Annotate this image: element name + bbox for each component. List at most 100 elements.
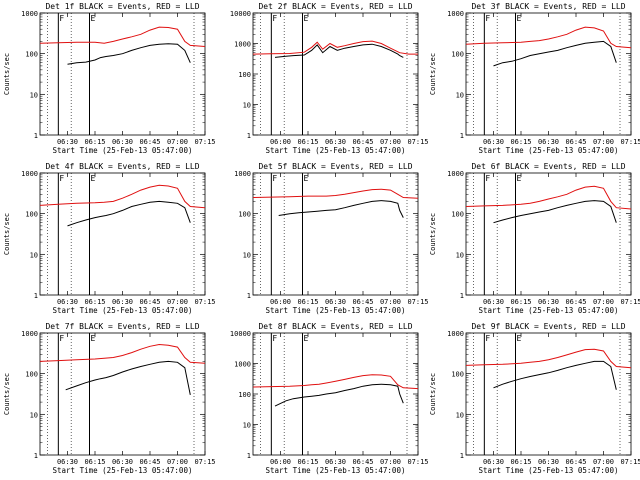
chart-svg-3: Det 3f BLACK = Events, RED = LLD F E 1 10 100… — [429, 2, 640, 155]
series-line-lld — [39, 343, 206, 364]
x-tick-label: 07:15 — [620, 138, 640, 146]
x-tick-label: 06:45 — [352, 458, 373, 466]
y-tick-label: 1 — [34, 452, 38, 460]
detector-panel-8: Det 8f BLACK = Events, RED = LLD F E 1 10 100… — [213, 320, 429, 480]
x-tick-label: 07:15 — [407, 138, 428, 146]
x-tick-label: 06:15 — [510, 298, 531, 306]
y-tick-label: 1000 — [21, 10, 38, 18]
plot-frame — [252, 332, 419, 456]
marker-label: F — [59, 174, 64, 183]
y-tick-label: 1000 — [447, 10, 464, 18]
y-tick-label: 1 — [247, 132, 251, 140]
detector-panel-4: Det 4f BLACK = Events, RED = LLD F E 1 10 100… — [0, 160, 216, 320]
x-tick-label: 07:00 — [380, 138, 401, 146]
marker-label: E — [517, 14, 522, 23]
y-axis-label: Counts/sec — [3, 373, 11, 415]
x-tick-label: 06:30 — [57, 458, 78, 466]
marker-label: F — [272, 334, 277, 343]
marker-label: E — [304, 14, 309, 23]
x-tick-label: 07:00 — [380, 458, 401, 466]
y-tick-label: 10000 — [230, 330, 251, 338]
y-tick-label: 1000 — [234, 361, 251, 369]
x-tick-label: 06:30 — [57, 138, 78, 146]
detector-panel-7: Det 7f BLACK = Events, RED = LLD F E 1 10 100… — [0, 320, 216, 480]
marker-label: F — [485, 334, 490, 343]
x-tick-label: 06:45 — [139, 298, 160, 306]
x-tick-label: 06:45 — [139, 458, 160, 466]
y-tick-label: 1 — [34, 292, 38, 300]
x-tick-label: 06:45 — [565, 298, 586, 306]
x-tick-label: 06:45 — [352, 138, 373, 146]
y-tick-label: 100 — [451, 371, 464, 379]
y-tick-label: 10 — [456, 411, 464, 419]
x-tick-label: 06:00 — [270, 458, 291, 466]
detector-panel-5: Det 5f BLACK = Events, RED = LLD F E 1 10 100… — [213, 160, 428, 320]
marker-label: F — [272, 14, 277, 23]
series-line-events — [65, 360, 191, 395]
x-tick-label: 06:15 — [297, 298, 318, 306]
y-tick-label: 10 — [30, 411, 38, 419]
y-tick-label: 1 — [247, 292, 251, 300]
chart-svg-7: Det 7f BLACK = Events, RED = LLD F E 1 10 100… — [3, 322, 216, 475]
y-tick-label: 1 — [460, 292, 464, 300]
x-tick-label: 07:00 — [593, 458, 614, 466]
y-tick-label: 10 — [243, 102, 251, 110]
x-tick-label: 06:15 — [510, 138, 531, 146]
x-tick-label: 06:30 — [325, 458, 346, 466]
y-tick-label: 10 — [243, 251, 251, 259]
series-line-lld — [252, 40, 418, 55]
chart-svg-6: Det 6f BLACK = Events, RED = LLD F E 1 10 100… — [429, 162, 640, 315]
x-tick-label: 07:15 — [407, 458, 428, 466]
y-tick-label: 100 — [451, 211, 464, 219]
x-tick-label: 07:00 — [167, 298, 188, 306]
x-tick-label: 07:00 — [593, 298, 614, 306]
y-tick-label: 1000 — [234, 170, 251, 178]
series-line-events — [493, 200, 617, 224]
y-tick-label: 1000 — [234, 41, 251, 49]
y-tick-label: 10000 — [230, 10, 251, 18]
x-tick-label: 07:15 — [194, 138, 215, 146]
x-tick-label: 07:00 — [380, 298, 401, 306]
x-tick-label: 06:45 — [565, 138, 586, 146]
marker-label: F — [272, 174, 277, 183]
y-tick-label: 1 — [460, 452, 464, 460]
series-line-lld — [39, 184, 206, 209]
marker-label: E — [517, 334, 522, 343]
y-axis-label: Counts/sec — [429, 373, 437, 415]
x-tick-label: 07:15 — [620, 298, 640, 306]
y-tick-label: 100 — [25, 371, 38, 379]
plot-frame — [39, 12, 206, 136]
x-tick-label: 06:30 — [112, 458, 133, 466]
chart-title: Det 2f BLACK = Events, RED = LLD — [258, 2, 412, 11]
x-tick-label: 06:15 — [297, 458, 318, 466]
x-tick-label: 07:15 — [407, 298, 428, 306]
series-line-events — [67, 200, 191, 227]
y-tick-label: 1 — [247, 452, 251, 460]
detector-panel-6: Det 6f BLACK = Events, RED = LLD F E 1 10 100… — [426, 160, 640, 320]
detector-panel-1: Det 1f BLACK = Events, RED = LLD F E 1 10 100… — [0, 0, 216, 160]
x-tick-label: 06:15 — [84, 298, 105, 306]
x-tick-label: 06:00 — [270, 298, 291, 306]
y-axis-label: Counts/sec — [429, 53, 437, 95]
x-tick-label: 06:30 — [325, 298, 346, 306]
x-axis-label: Start Time (25-Feb-13 05:47:00) — [479, 146, 619, 155]
x-axis-label: Start Time (25-Feb-13 05:47:00) — [53, 466, 193, 475]
x-tick-label: 07:00 — [167, 138, 188, 146]
plot-frame — [39, 172, 206, 296]
y-tick-label: 1000 — [447, 330, 464, 338]
x-axis-label: Start Time (25-Feb-13 05:47:00) — [53, 146, 193, 155]
series-line-lld — [252, 374, 419, 390]
x-tick-label: 06:15 — [84, 458, 105, 466]
x-axis-label: Start Time (25-Feb-13 05:47:00) — [266, 146, 406, 155]
series-line-lld — [252, 188, 419, 199]
marker-label: F — [485, 174, 490, 183]
series-line-events — [493, 40, 617, 67]
x-tick-label: 06:45 — [352, 298, 373, 306]
chart-svg-1: Det 1f BLACK = Events, RED = LLD F E 1 10 100… — [3, 2, 216, 155]
y-tick-label: 1000 — [21, 170, 38, 178]
y-tick-label: 100 — [238, 391, 251, 399]
x-tick-label: 06:15 — [510, 458, 531, 466]
marker-label: E — [91, 14, 96, 23]
x-tick-label: 07:00 — [167, 458, 188, 466]
